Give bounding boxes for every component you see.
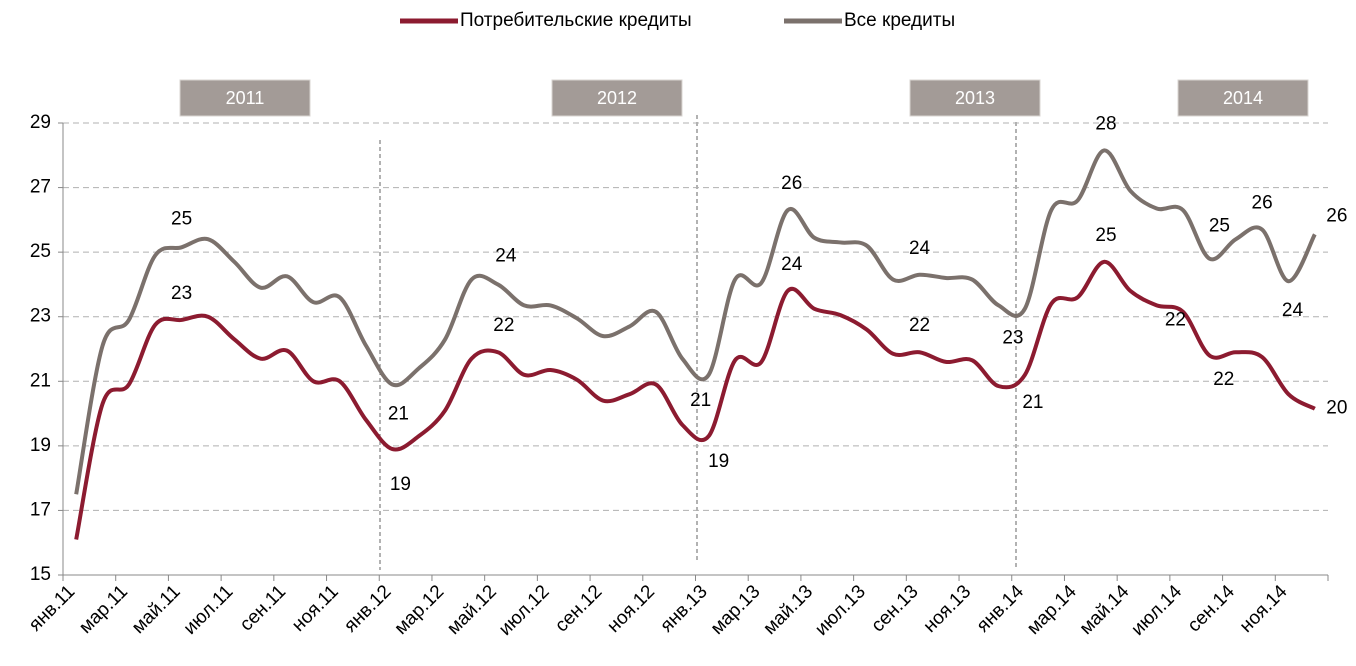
- x-tick-label: янв.11: [25, 581, 79, 635]
- x-tick-label: янв.12: [340, 581, 395, 636]
- y-tick-label: 21: [30, 370, 51, 391]
- year-box: [909, 79, 1041, 117]
- data-label: 22: [1165, 309, 1186, 330]
- data-label: 21: [388, 404, 409, 425]
- year-label: 2014: [1223, 88, 1263, 108]
- x-tick-label: мар.11: [75, 581, 132, 638]
- x-tick-label: июл.14: [1127, 581, 1186, 640]
- data-label: 23: [1002, 328, 1023, 349]
- x-tick-label: май.11: [128, 581, 185, 638]
- year-box: [551, 79, 683, 117]
- data-label: 21: [1022, 392, 1043, 413]
- data-label: 24: [909, 238, 931, 259]
- data-label: 26: [1252, 193, 1273, 214]
- data-label: 28: [1095, 113, 1116, 134]
- y-tick-label: 17: [30, 499, 51, 520]
- y-tick-label: 15: [30, 564, 51, 585]
- x-tick-label: ноя.12: [603, 581, 659, 637]
- x-tick-label: ноя.11: [288, 581, 343, 636]
- data-label: 21: [690, 390, 711, 411]
- x-tick-label: ноя.14: [1236, 581, 1292, 637]
- data-label: 25: [171, 208, 192, 229]
- x-tick-label: май.14: [1076, 581, 1134, 639]
- data-label: 23: [171, 283, 192, 304]
- data-label: 26: [1326, 205, 1347, 226]
- data-label: 26: [781, 173, 802, 194]
- data-label: 22: [909, 315, 930, 336]
- legend-label: Потребительские кредиты: [460, 10, 692, 31]
- x-tick-label: мар.12: [391, 581, 449, 639]
- x-tick-label: май.13: [759, 581, 817, 639]
- x-tick-label: мар.14: [1023, 581, 1081, 639]
- year-label: 2013: [955, 88, 995, 108]
- series-line: [74, 148, 1317, 495]
- series-line: [74, 259, 1316, 540]
- x-tick-label: июл.11: [180, 581, 238, 639]
- legend-label: Все кредиты: [844, 10, 955, 31]
- year-box: [179, 79, 311, 117]
- y-tick-label: 27: [30, 177, 51, 198]
- year-label: 2012: [597, 88, 637, 108]
- x-tick-label: сен.13: [867, 581, 922, 636]
- data-label: 19: [390, 474, 411, 495]
- x-tick-label: сен.14: [1184, 581, 1239, 636]
- x-tick-label: янв.14: [973, 581, 1029, 637]
- data-label: 25: [1209, 216, 1230, 237]
- y-tick-label: 19: [30, 435, 51, 456]
- data-label: 24: [781, 254, 803, 275]
- x-tick-label: май.12: [443, 581, 501, 639]
- x-tick-label: июл.12: [495, 581, 554, 640]
- y-tick-label: 29: [30, 112, 51, 133]
- x-tick-label: сен.12: [551, 581, 606, 636]
- data-label: 22: [1213, 369, 1234, 390]
- data-label: 24: [495, 245, 517, 266]
- y-tick-label: 25: [30, 241, 51, 262]
- data-label: 22: [493, 315, 514, 336]
- year-box: [1177, 79, 1309, 117]
- x-tick-label: янв.13: [656, 581, 711, 636]
- data-label: 19: [708, 451, 729, 472]
- x-tick-label: ноя.13: [920, 581, 976, 637]
- data-label: 24: [1282, 300, 1304, 321]
- data-label: 20: [1326, 398, 1347, 419]
- x-tick-label: июл.13: [811, 581, 870, 640]
- x-tick-label: мар.13: [707, 581, 765, 639]
- x-tick-label: сен.11: [236, 581, 290, 635]
- year-label: 2011: [226, 88, 265, 108]
- data-label: 25: [1095, 225, 1116, 246]
- y-tick-label: 23: [30, 306, 51, 327]
